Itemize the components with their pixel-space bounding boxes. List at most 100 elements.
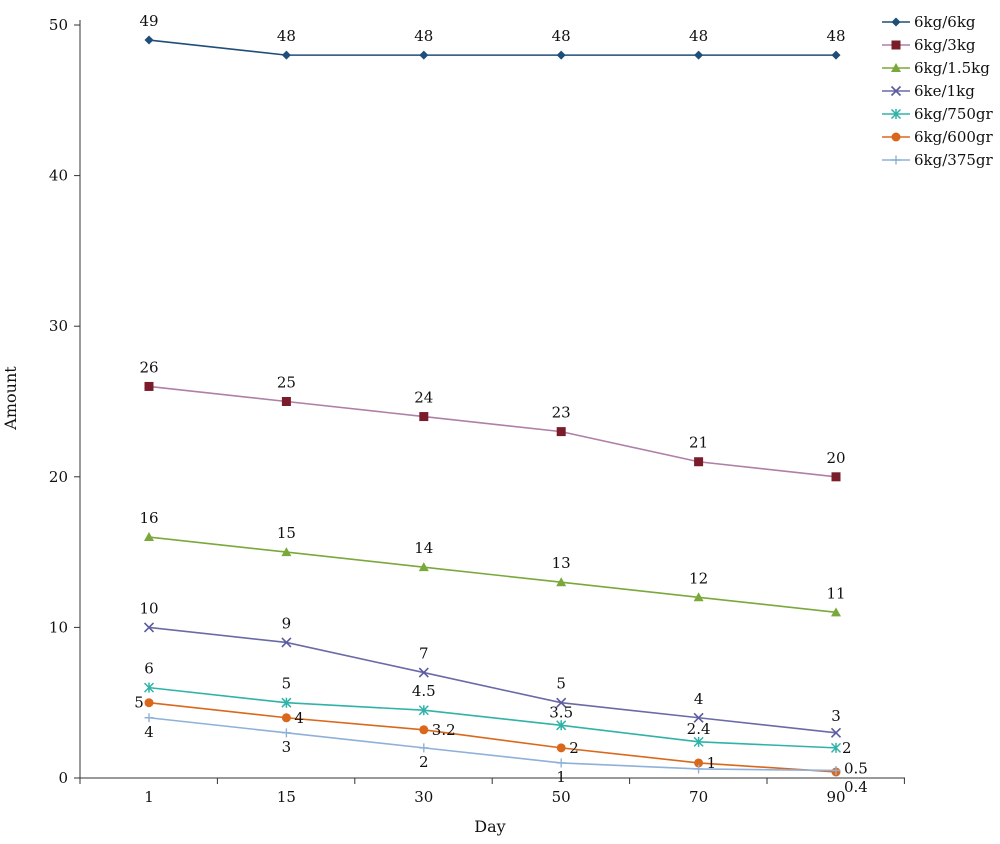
series-6kg-3kg: 26 25 24 23 21 20	[139, 358, 846, 482]
legend-item: 6kg/600gr	[882, 128, 994, 146]
x-tick-label: 50	[552, 788, 571, 806]
data-label: 16	[139, 509, 158, 527]
series-line	[148, 626, 837, 734]
legend-item: 6kg/3kg	[882, 36, 976, 54]
data-label: 3	[282, 738, 292, 756]
legend-item: 6kg/750gr	[882, 105, 994, 123]
data-point	[830, 727, 842, 738]
legend-label: 6kg/375gr	[914, 151, 994, 169]
data-point	[143, 682, 155, 693]
series-line	[148, 686, 837, 749]
data-label: 23	[552, 404, 571, 422]
data-label: 3	[831, 707, 841, 725]
data-point	[418, 562, 429, 572]
data-label: 3.2	[432, 721, 456, 739]
data-label: 6	[144, 660, 154, 678]
data-point	[144, 35, 154, 45]
data-point	[419, 50, 429, 60]
data-label: 2	[842, 739, 852, 757]
data-point	[556, 758, 566, 768]
data-label: 1	[556, 768, 566, 786]
data-point	[556, 720, 567, 731]
data-point	[144, 381, 154, 391]
data-point	[693, 592, 704, 602]
data-label: 2.4	[687, 720, 711, 738]
y-tick-label: 30	[49, 317, 68, 335]
data-label: 5	[134, 694, 144, 712]
data-label: 48	[826, 27, 845, 45]
series-line	[148, 701, 837, 773]
series-6kg-750gr: 6 5 4.5 3.5 2.4 2	[143, 660, 852, 757]
data-label: 11	[826, 584, 845, 602]
legend-label: 6kg/1.5kg	[914, 59, 990, 77]
y-tick-label: 10	[49, 618, 68, 636]
data-point	[693, 712, 704, 723]
data-point	[556, 697, 567, 708]
legend-marker	[891, 17, 901, 27]
data-point	[694, 457, 704, 467]
data-label: 0.5	[844, 759, 868, 777]
x-tick-label: 15	[277, 788, 296, 806]
x-tick-label: 70	[689, 788, 708, 806]
legend-item: 6kg/6kg	[882, 13, 976, 31]
data-label: 9	[282, 614, 292, 632]
data-label: 14	[414, 539, 433, 557]
data-point	[281, 637, 292, 648]
data-point	[831, 765, 841, 775]
series-6kg-1-5kg: 16 15 14 13 12 11	[139, 509, 846, 617]
data-point	[556, 50, 566, 60]
x-tick-label: 90	[826, 788, 845, 806]
data-label: 0.4	[844, 778, 868, 796]
legend-label: 6kg/750gr	[914, 105, 994, 123]
data-point	[694, 758, 704, 768]
y-axis-title: Amount	[1, 366, 20, 431]
legend-label: 6kg/600gr	[914, 128, 994, 146]
data-point	[419, 412, 429, 422]
data-label: 4	[294, 709, 304, 727]
legend-label: 6ke/1kg	[914, 82, 975, 100]
data-point	[281, 547, 292, 557]
y-tick-label: 50	[49, 16, 68, 34]
data-point	[830, 742, 842, 753]
data-point	[556, 577, 567, 587]
legend-label: 6kg/6kg	[914, 13, 976, 31]
data-point	[281, 50, 291, 60]
series-6kg-6kg: 49 48 48 48 48 48	[139, 12, 846, 60]
data-point	[281, 697, 292, 708]
data-label: 2	[569, 739, 579, 757]
data-point	[418, 705, 429, 716]
data-point	[281, 397, 291, 406]
series-line	[148, 385, 837, 478]
data-label: 5	[282, 675, 292, 693]
y-tick-label: 20	[49, 468, 68, 486]
y-tick-label: 40	[49, 167, 68, 185]
series-line	[148, 716, 837, 772]
data-label: 15	[277, 524, 296, 542]
data-point	[694, 764, 704, 774]
data-label: 49	[139, 12, 158, 30]
data-label: 5	[556, 675, 566, 693]
data-label: 21	[689, 434, 708, 452]
data-label: 4	[144, 723, 154, 741]
legend-item: 6kg/1.5kg	[882, 59, 990, 77]
data-label: 3.5	[549, 703, 573, 721]
legend-marker	[891, 40, 901, 50]
data-point	[694, 50, 704, 60]
data-label: 4.5	[412, 682, 436, 700]
legend: 6kg/6kg 6kg/3kg 6kg/1.5kg 6ke/1kg 6kg/750gr 6…	[882, 13, 994, 169]
data-point	[418, 667, 429, 678]
x-tick-label: 1	[144, 788, 154, 806]
data-label: 20	[826, 449, 845, 467]
legend-marker	[890, 85, 902, 97]
legend-label: 6kg/3kg	[914, 36, 976, 54]
data-label: 24	[414, 389, 433, 407]
legend-item: 6kg/375gr	[882, 151, 994, 169]
data-point	[143, 622, 155, 633]
data-label: 26	[139, 358, 158, 376]
data-point	[831, 50, 841, 60]
data-label: 4	[694, 690, 704, 708]
